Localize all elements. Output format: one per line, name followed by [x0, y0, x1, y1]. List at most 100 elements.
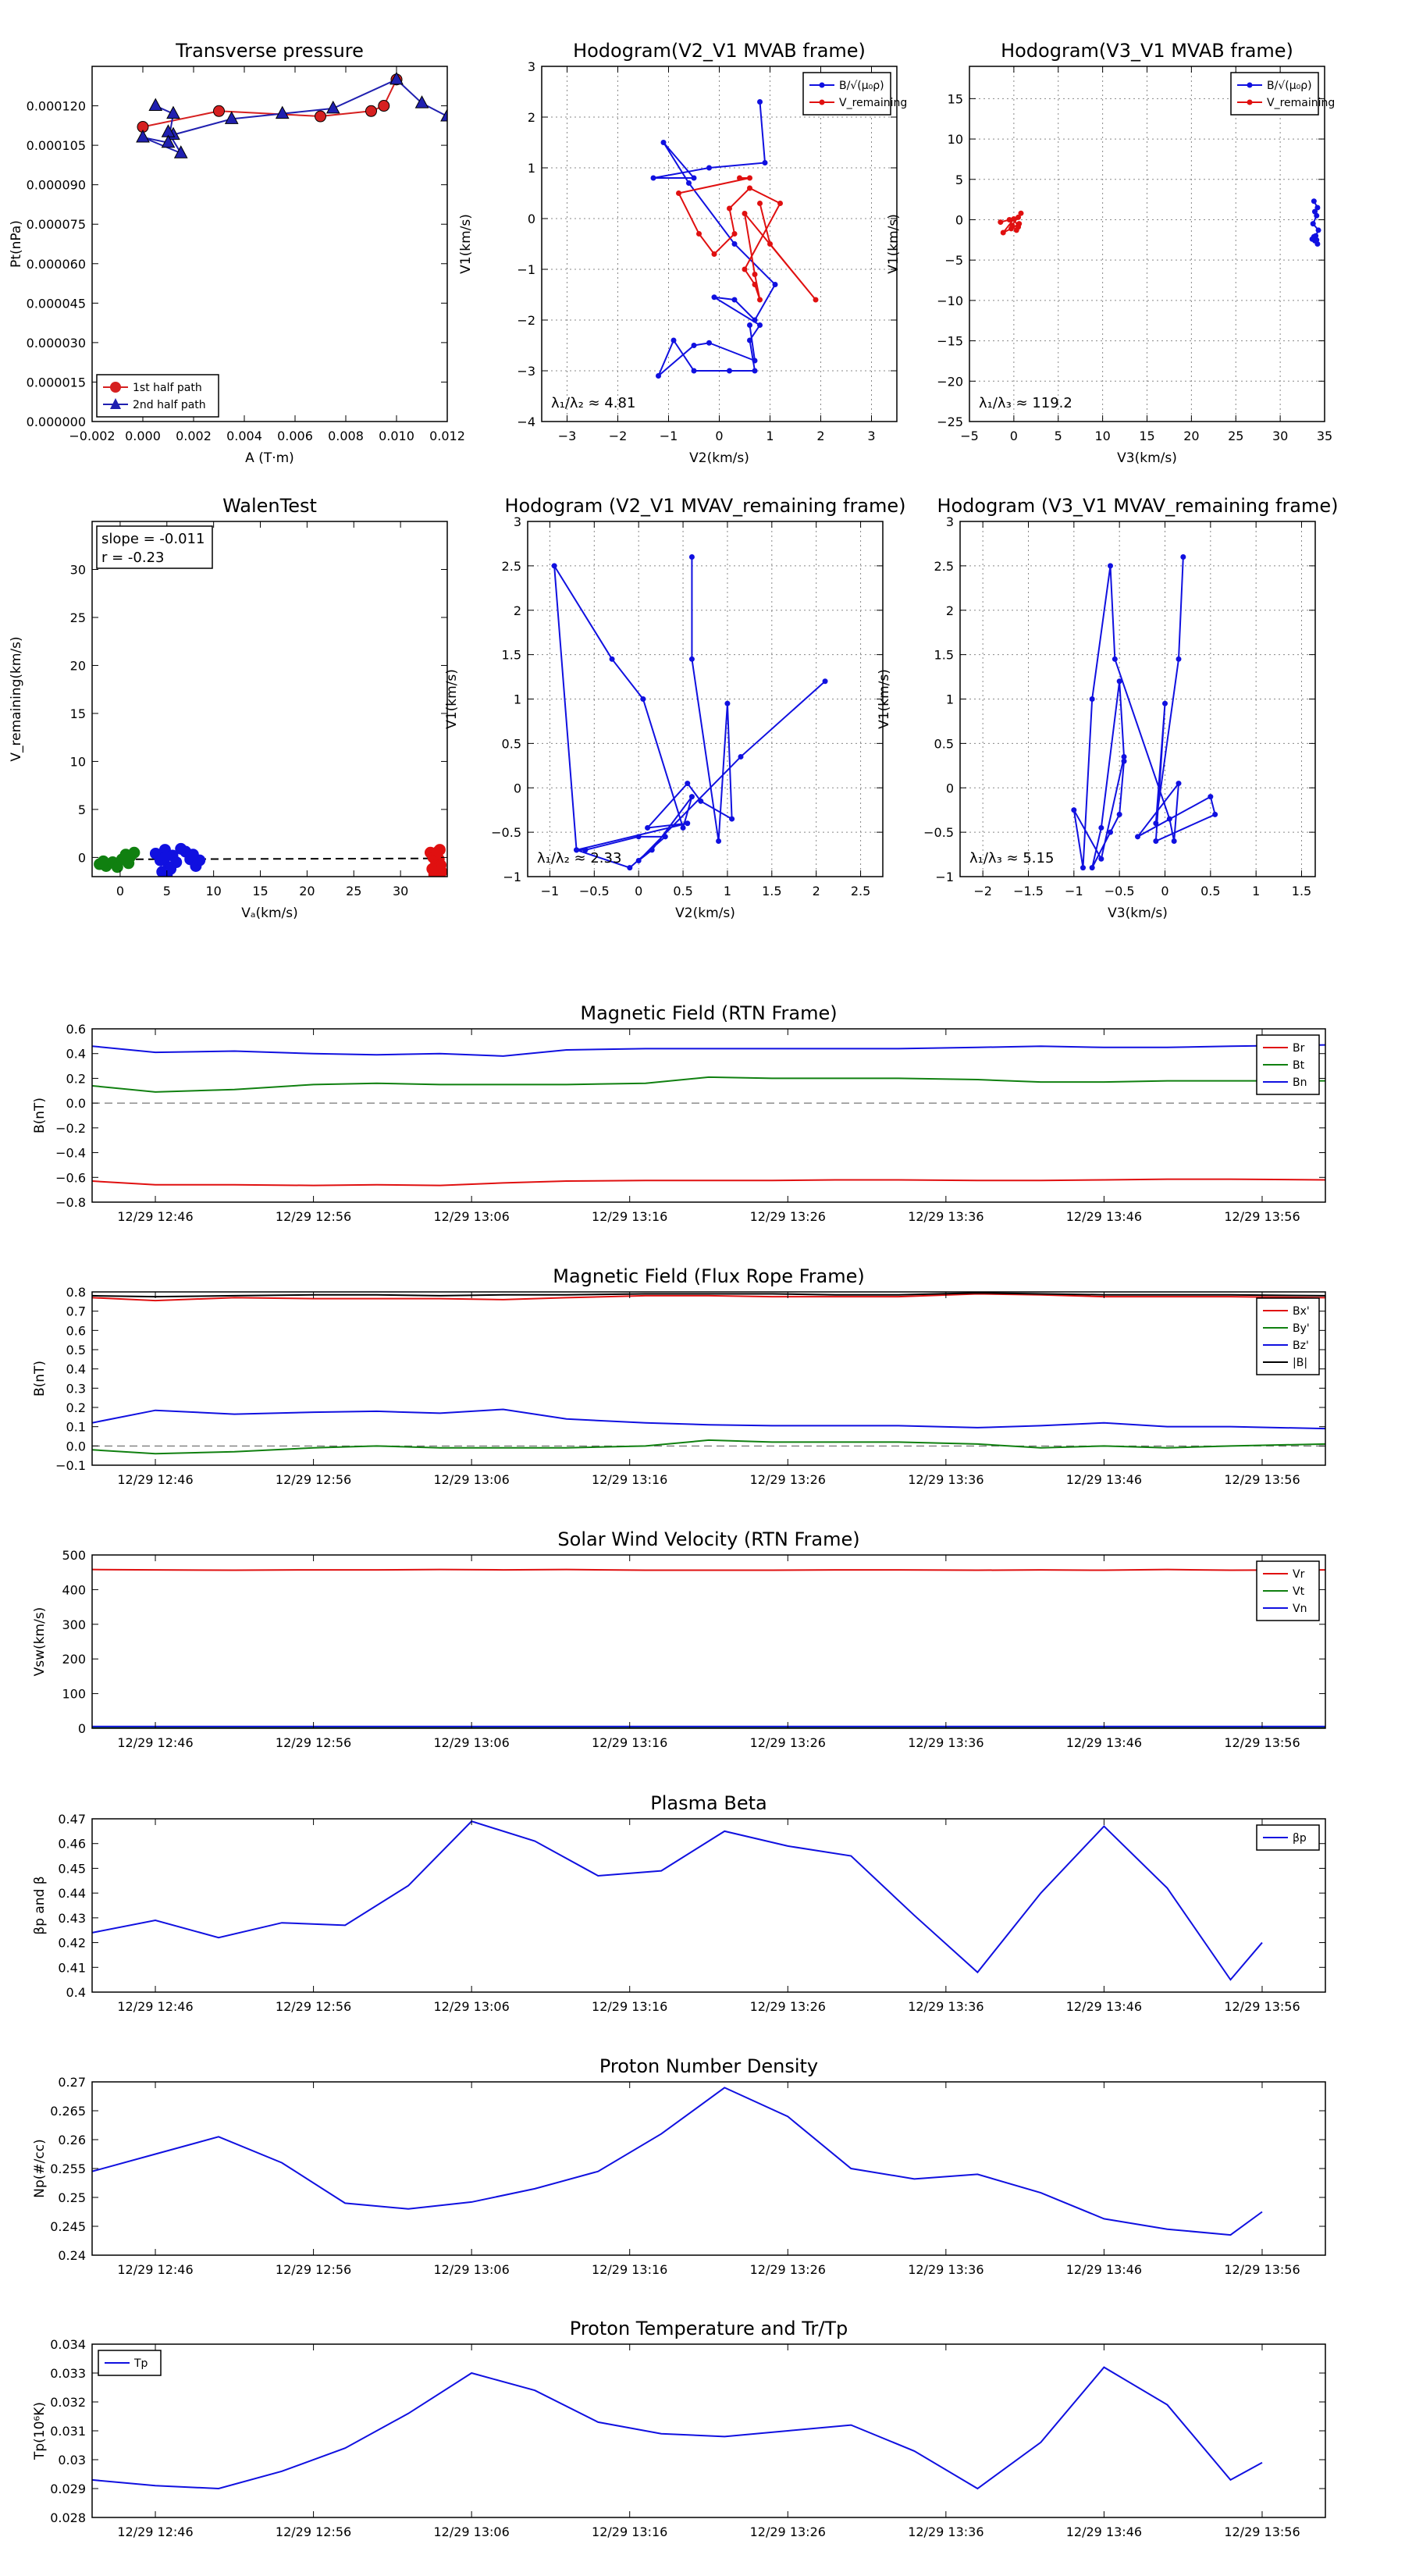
chart-hodo_mvav_v3: Hodogram (V3_V1 MVAV_remaining frame) −2 −…: [877, 495, 1339, 921]
data-point: [706, 165, 712, 171]
data-point: [998, 219, 1004, 226]
x-tick-label: 12/29 12:56: [276, 1999, 351, 2014]
y-tick-label: 0.24: [58, 2248, 86, 2263]
y-tick-label: 1.5: [934, 648, 954, 663]
data-point: [698, 798, 704, 804]
chart-title: Plasma Beta: [650, 1792, 767, 1814]
x-tick-label: 2: [816, 429, 824, 443]
series-line-p: [92, 1820, 1263, 1981]
data-point: [1208, 794, 1214, 800]
data-point: [767, 241, 773, 247]
series-line-Bn: [92, 1044, 1325, 1057]
x-tick-label: 12/29 12:46: [117, 2262, 193, 2277]
chart-title: Magnetic Field (Flux Rope Frame): [553, 1265, 864, 1287]
data-point: [1116, 678, 1122, 685]
data-point: [325, 100, 340, 114]
fit-stat: slope = -0.011: [101, 531, 205, 547]
data-point: [1080, 865, 1086, 871]
legend-marker: [819, 99, 825, 105]
y-tick-label: 0.034: [50, 2337, 86, 2352]
y-tick-label: 0.000030: [27, 336, 86, 350]
x-tick-label: 15: [1139, 429, 1154, 443]
data-point: [727, 205, 732, 212]
data-point: [731, 241, 738, 247]
y-tick-label: 0: [528, 212, 535, 226]
data-point: [662, 834, 668, 840]
x-tick-label: 12/29 13:16: [592, 1735, 667, 1750]
data-point: [1314, 212, 1320, 219]
y-tick-label: 0: [946, 781, 954, 795]
y-tick-label: 10: [70, 754, 86, 769]
x-tick-label: 12/29 13:46: [1066, 2524, 1142, 2539]
plot-area: [92, 1568, 1325, 1728]
x-tick-label: 12/29 13:46: [1066, 1735, 1142, 1750]
plot-area: [92, 1044, 1325, 1187]
y-tick-label: 0.7: [66, 1304, 86, 1319]
y-tick-label: 0.26: [58, 2133, 86, 2147]
x-axis-label: V2(km/s): [675, 906, 735, 921]
y-tick-label: 0.255: [50, 2161, 86, 2176]
y-tick-label: −0.6: [55, 1170, 86, 1185]
y-tick-label: 5: [955, 173, 963, 187]
y-tick-label: 400: [62, 1582, 86, 1597]
x-tick-label: 5: [163, 884, 171, 898]
y-tick-label: 2.5: [502, 559, 521, 574]
y-tick-label: −0.2: [55, 1121, 86, 1136]
y-axis-label: V1(km/s): [444, 669, 460, 729]
x-tick-label: 12/29 13:36: [908, 1472, 984, 1487]
x-tick-label: 35: [1317, 429, 1332, 443]
legend-label: Bn: [1293, 1076, 1307, 1089]
y-tick-label: 0.0: [66, 1096, 86, 1111]
data-point: [635, 834, 642, 840]
legend-label: Vr: [1293, 1568, 1305, 1581]
chart-title: Solar Wind Velocity (RTN Frame): [557, 1528, 859, 1550]
legend-label: B/√(μ₀ρ): [839, 80, 884, 92]
data-point: [173, 145, 188, 158]
data-point: [1000, 229, 1006, 236]
x-tick-label: −3: [558, 429, 577, 443]
eigen-ratio-label: λ₁/λ₂ ≈ 2.33: [537, 850, 621, 866]
data-point: [1018, 210, 1024, 216]
data-point: [660, 140, 667, 145]
y-tick-label: 0.265: [50, 2104, 86, 2119]
data-point: [691, 368, 697, 374]
data-point: [1108, 563, 1113, 569]
y-tick-label: 0.43: [58, 1911, 86, 1926]
data-point: [688, 794, 695, 800]
data-point: [97, 855, 109, 867]
data-point: [440, 108, 447, 122]
data-point: [365, 105, 377, 117]
data-point: [711, 251, 717, 257]
x-tick-label: 0.5: [673, 884, 692, 898]
legend-frame: [802, 72, 891, 116]
chart-title: Magnetic Field (RTN Frame): [580, 1002, 837, 1024]
data-point: [747, 175, 752, 181]
axes-frame: [91, 1818, 1326, 1993]
data-point: [275, 105, 290, 119]
data-point: [1171, 838, 1177, 844]
y-tick-label: 0.5: [934, 736, 954, 751]
x-tick-label: −2: [973, 884, 992, 898]
axes-frame: [91, 2081, 1326, 2256]
x-tick-label: 2: [813, 884, 820, 898]
eigen-ratio-label: λ₁/λ₃ ≈ 5.15: [969, 850, 1054, 866]
data-point: [160, 850, 173, 863]
data-point: [414, 95, 429, 109]
axes-frame: [91, 1028, 1326, 1203]
y-tick-label: 0.028: [50, 2510, 86, 2525]
y-tick-label: 0.029: [50, 2482, 86, 2496]
y-tick-label: 0.42: [58, 1936, 86, 1951]
data-point: [649, 847, 655, 853]
y-axis-label: V1(km/s): [877, 669, 892, 729]
legend-marker: [110, 382, 121, 393]
x-tick-label: 12/29 13:46: [1066, 1999, 1142, 2014]
y-tick-label: 2: [514, 603, 521, 618]
x-tick-label: 12/29 12:46: [117, 2524, 193, 2539]
x-tick-label: 12/29 13:16: [592, 1472, 667, 1487]
data-point: [1153, 820, 1159, 827]
data-point: [757, 201, 763, 206]
chart-b_fr: Magnetic Field (Flux Rope Frame) 12/29 12…: [32, 1265, 1326, 1487]
legend: Bx' By' Bz' |B|: [1256, 1297, 1320, 1375]
chart-title: Proton Number Density: [599, 2055, 818, 2077]
x-tick-label: −1: [1065, 884, 1083, 898]
